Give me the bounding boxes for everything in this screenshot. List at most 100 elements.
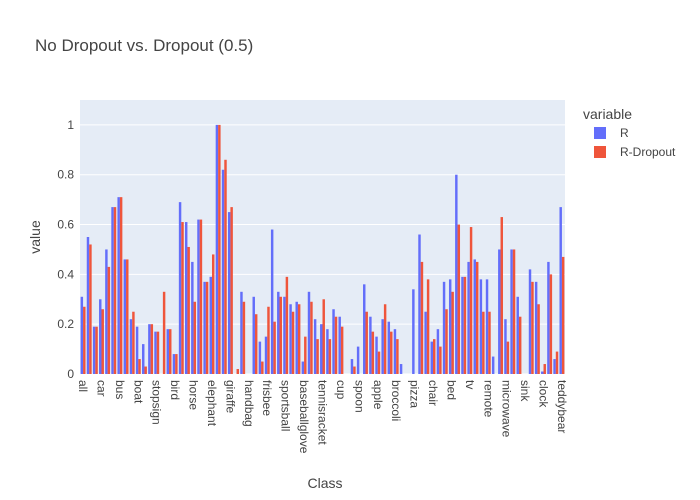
bar xyxy=(375,336,378,374)
bar xyxy=(455,174,458,374)
x-tick-label: horse xyxy=(187,380,201,410)
y-tick-label: 0.6 xyxy=(57,218,74,232)
x-tick-label: sportsball xyxy=(279,380,293,431)
bar xyxy=(258,341,262,374)
bar xyxy=(148,324,151,374)
y-tick-label: 1 xyxy=(67,118,74,132)
bar xyxy=(242,301,246,374)
bar xyxy=(199,219,203,374)
x-tick-label: giraffe xyxy=(223,380,237,413)
bar xyxy=(559,207,562,374)
legend-label: R xyxy=(620,126,629,140)
x-tick-label: elephant xyxy=(205,380,219,427)
bar xyxy=(150,324,154,374)
y-tick-label: 0.4 xyxy=(57,267,74,281)
bar xyxy=(390,331,393,374)
bar xyxy=(297,304,301,374)
bar xyxy=(230,207,233,374)
bar xyxy=(132,311,135,374)
y-axis-label: value xyxy=(27,220,43,254)
bar xyxy=(475,261,479,374)
bar xyxy=(138,359,141,374)
y-tick-label: 0 xyxy=(67,367,74,381)
bar xyxy=(320,324,323,374)
x-tick-label: pizza xyxy=(408,380,422,408)
bar xyxy=(203,281,206,374)
bar xyxy=(555,351,559,374)
bar xyxy=(463,276,467,374)
bar xyxy=(135,326,139,374)
x-tick-label: remote xyxy=(481,380,495,418)
x-tick-label: tv xyxy=(463,380,477,389)
bar xyxy=(518,316,522,374)
x-tick-label: apple xyxy=(371,380,385,410)
bar xyxy=(178,202,182,374)
y-tick-label: 0.2 xyxy=(57,317,74,331)
bar xyxy=(111,207,114,374)
bar xyxy=(205,281,209,374)
bar xyxy=(491,356,495,374)
x-tick-label: boat xyxy=(131,380,145,404)
bar xyxy=(418,234,421,374)
bar xyxy=(313,319,317,374)
bar xyxy=(261,361,264,374)
bar xyxy=(95,326,98,374)
bar xyxy=(479,279,483,374)
bar xyxy=(166,329,170,374)
x-tick-label: chair xyxy=(426,380,440,406)
bar xyxy=(289,304,292,374)
x-tick-label: bus xyxy=(113,380,127,399)
bar xyxy=(469,227,473,374)
x-tick-label: all xyxy=(76,380,90,392)
bar xyxy=(291,311,295,374)
bar xyxy=(154,331,157,374)
bar xyxy=(285,276,289,374)
bar xyxy=(467,261,470,374)
bar xyxy=(304,336,307,374)
x-tick-label: cup xyxy=(334,380,348,400)
bar xyxy=(547,261,550,374)
bar xyxy=(396,339,399,374)
bar xyxy=(279,296,282,374)
bar xyxy=(338,316,341,374)
bar xyxy=(117,197,120,374)
bar xyxy=(169,329,172,374)
bar xyxy=(295,301,298,374)
bar xyxy=(430,341,434,374)
x-tick-label: bird xyxy=(168,380,182,400)
bar xyxy=(500,217,503,374)
bar xyxy=(485,279,489,374)
bar xyxy=(528,269,532,374)
bar xyxy=(283,296,286,374)
bar xyxy=(254,314,258,374)
bar xyxy=(307,291,311,374)
bar xyxy=(381,319,384,374)
legend-swatch xyxy=(594,146,606,158)
bar xyxy=(113,207,117,374)
bar xyxy=(393,329,397,374)
bar xyxy=(482,311,485,374)
bar xyxy=(442,281,446,374)
x-tick-label: frisbee xyxy=(260,380,274,416)
bar xyxy=(187,246,190,374)
bar xyxy=(549,274,553,374)
bar xyxy=(350,359,354,374)
x-tick-label: car xyxy=(94,380,108,397)
bar xyxy=(322,299,325,374)
bar xyxy=(227,212,231,374)
bar xyxy=(310,301,313,374)
bar xyxy=(129,319,133,374)
x-tick-label: bed xyxy=(444,380,458,400)
bar xyxy=(236,369,240,374)
bar xyxy=(365,311,368,374)
bar xyxy=(561,256,565,374)
x-tick-label: microwave xyxy=(500,380,514,438)
bar xyxy=(543,364,546,374)
x-tick-label: handbag xyxy=(242,380,256,427)
bar xyxy=(433,339,436,374)
bar xyxy=(277,291,280,374)
bar xyxy=(209,276,212,374)
bar xyxy=(424,311,427,374)
bar xyxy=(383,304,387,374)
